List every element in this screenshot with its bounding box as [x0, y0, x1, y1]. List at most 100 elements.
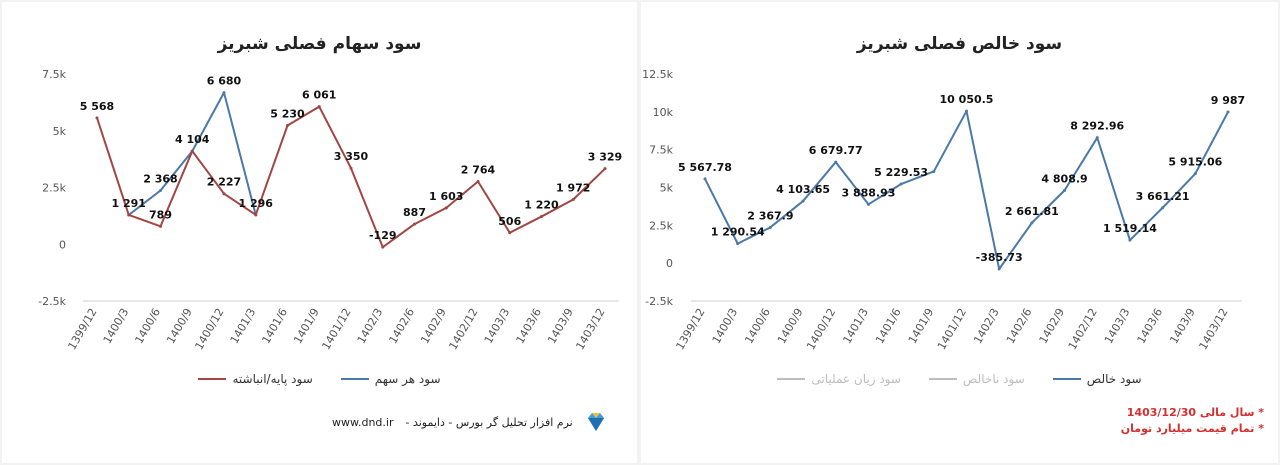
right-data-point — [1063, 188, 1067, 192]
right-ytick-label: 0 — [666, 257, 673, 270]
left-data-label: 789 — [149, 208, 172, 221]
right-ytick-label: 5k — [660, 182, 674, 195]
diamond-logo-icon — [587, 413, 604, 431]
right-legend-label: سود زیان عملیاتی — [811, 372, 901, 386]
left-data-point — [444, 206, 448, 210]
right-xtick-label: 1402/6 — [1004, 306, 1035, 346]
right-xtick-label: 1399/12 — [673, 306, 707, 352]
note-unit: * تمام قیمت میلیارد تومان — [1120, 422, 1264, 435]
left-data-label: 3 329 — [588, 151, 622, 164]
right-legend-item[interactable]: سود خالص — [1052, 372, 1142, 386]
left-xtick-label: 1400/9 — [164, 306, 195, 346]
right-data-point — [1128, 238, 1132, 242]
right-ytick-label: 2.5k — [649, 219, 673, 232]
right-legend-swatch — [928, 378, 957, 380]
right-xtick-label: 1401/3 — [840, 306, 871, 346]
right-data-label: 1 519.14 — [1103, 222, 1157, 235]
left-data-label: -129 — [369, 229, 397, 242]
right-chart-title: سود خالص فصلی شبریز — [856, 34, 1063, 54]
left-xtick-label: 1401/12 — [319, 306, 353, 352]
left-series-line-0 — [128, 91, 257, 216]
left-xtick-label: 1401/9 — [291, 306, 322, 346]
right-ytick-label: -2.5k — [645, 295, 673, 308]
left-chart-panel: سود سهام فصلی شبریز -2.5k 0 2.5k 5k 7.5k 1399… — [2, 2, 637, 463]
left-data-point — [254, 213, 258, 217]
left-chart-title: سود سهام فصلی شبریز — [217, 34, 422, 54]
right-data-label: -385.73 — [976, 251, 1023, 264]
left-legend-label: سود پایه/انباشته — [232, 372, 313, 386]
left-legend-item[interactable]: سود هر سهم — [340, 372, 441, 386]
right-xtick-label: 1402/9 — [1037, 306, 1068, 346]
right-data-label: 5 567.78 — [678, 161, 732, 174]
software-description: نرم افزار تحلیل گر بورس - دایموند - — [405, 415, 573, 429]
left-data-label: 1 972 — [556, 181, 590, 194]
left-data-point — [317, 105, 321, 109]
right-data-label: 3 888.93 — [841, 186, 895, 199]
right-xtick-label: 1400/12 — [804, 306, 838, 352]
right-legend-item[interactable]: سود ناخالص — [928, 372, 1025, 386]
right-data-point — [997, 267, 1001, 271]
right-data-point — [768, 225, 772, 229]
right-xtick-label: 1401/6 — [873, 306, 904, 346]
right-data-label: 9 987 — [1211, 94, 1245, 107]
right-data-label: 1 290.54 — [711, 226, 765, 239]
left-data-point — [222, 192, 226, 196]
left-data-label: 5 568 — [80, 100, 114, 113]
right-data-label: 3 661.21 — [1136, 190, 1190, 203]
left-ytick-label: 7.5k — [42, 68, 66, 81]
right-data-label: 4 103.65 — [776, 183, 830, 196]
right-data-point — [801, 199, 805, 203]
site-url[interactable]: www.dnd.ir — [332, 415, 394, 429]
right-ytick-label: 7.5k — [649, 144, 673, 157]
right-data-label: 8 292.96 — [1070, 120, 1124, 133]
right-data-point — [1193, 172, 1197, 176]
left-xtick-label: 1401/3 — [228, 306, 259, 346]
left-xtick-label: 1403/6 — [513, 306, 544, 346]
left-xtick-label: 1402/6 — [386, 306, 417, 346]
left-data-label: 1 291 — [112, 197, 146, 210]
left-data-label: 887 — [403, 206, 426, 219]
left-legend-item[interactable]: سود پایه/انباشته — [198, 372, 313, 386]
right-xtick-label: 1403/9 — [1167, 306, 1198, 346]
left-data-label: 4 104 — [175, 133, 210, 146]
left-data-point — [95, 116, 99, 120]
left-ytick-label: 5k — [53, 125, 67, 138]
left-data-label: 2 227 — [207, 176, 241, 189]
right-data-label: 2 661.81 — [1005, 205, 1059, 218]
left-data-label: 5 230 — [270, 108, 305, 121]
right-data-point — [1095, 136, 1099, 140]
left-data-point — [508, 231, 512, 235]
right-legend-swatch — [777, 378, 806, 380]
right-chart-panel: سود خالص فصلی شبریز -2.5k 0 2.5k 5k 7.5k 10k 1… — [641, 2, 1278, 463]
left-xtick-label: 1400/12 — [192, 306, 226, 352]
footer-brand: www.dnd.ir نرم افزار تحلیل گر بورس - دای… — [332, 412, 607, 432]
right-data-point — [703, 177, 707, 181]
left-legend-swatch — [340, 378, 369, 380]
right-data-point — [1226, 110, 1230, 114]
right-ytick-label: 12.5k — [642, 68, 673, 81]
left-legend-label: سود هر سهم — [374, 372, 441, 386]
left-data-label: 6 680 — [207, 75, 242, 88]
right-data-label: 10 050.5 — [940, 93, 994, 106]
right-legend-item[interactable]: سود زیان عملیاتی — [777, 372, 901, 386]
right-xtick-label: 1402/12 — [1066, 306, 1100, 352]
right-data-label: 5 915.06 — [1168, 156, 1222, 169]
left-data-point — [159, 188, 162, 192]
left-ytick-label: -2.5k — [38, 295, 66, 308]
right-data-point — [899, 182, 903, 186]
note-fiscal-year: * سال مالی 1403/12/30 — [1126, 406, 1264, 419]
right-data-label: 4 808.9 — [1041, 172, 1087, 185]
left-data-label: 2 764 — [461, 164, 496, 177]
right-legend-label: سود خالص — [1086, 372, 1142, 386]
left-data-point — [603, 167, 607, 171]
left-data-label: 1 603 — [429, 190, 463, 203]
left-data-label: 2 368 — [143, 172, 177, 185]
left-ytick-label: 2.5k — [42, 182, 66, 195]
left-data-point — [159, 224, 162, 228]
right-xtick-label: 1403/3 — [1102, 306, 1133, 346]
left-data-point — [476, 180, 480, 184]
right-chart-legend: سود خالص سود ناخالص سود زیان عملیاتی — [641, 372, 1278, 386]
right-data-label: 6 679.77 — [809, 144, 863, 157]
